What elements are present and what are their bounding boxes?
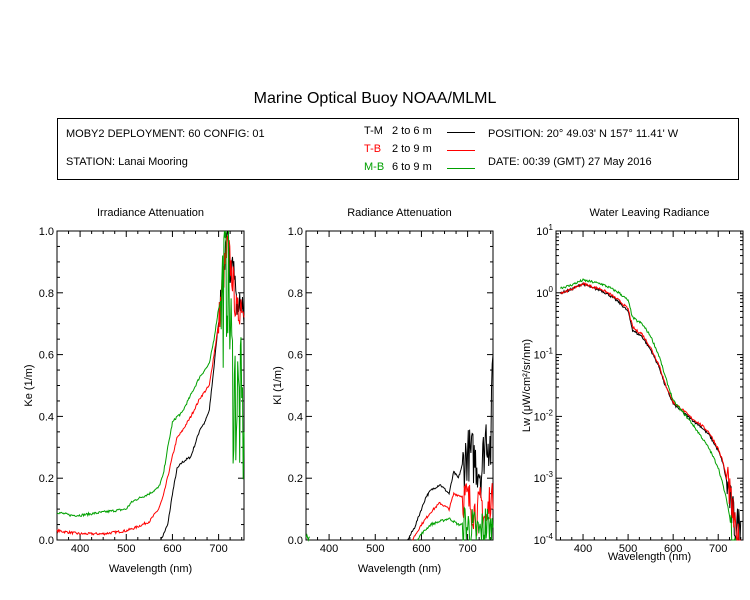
x-tick-label: 500: [619, 543, 637, 555]
y-tick-label: 0.4: [39, 411, 54, 423]
y-tick-label: 10-1: [534, 347, 554, 362]
legend-line-t-m: [447, 132, 475, 133]
y-tick-label: 10-2: [534, 408, 554, 423]
x-tick-label: 400: [574, 543, 592, 555]
info-box: MOBY2 DEPLOYMENT: 60 CONFIG: 01 STATION:…: [57, 118, 739, 180]
position-label: POSITION: 20° 49.03' N 157° 11.41' W: [488, 128, 679, 140]
legend-key-t-b: T-B: [364, 143, 382, 155]
y-tick-label: 101: [536, 223, 553, 238]
x-tick-label: 700: [709, 543, 727, 555]
legend-range-t-m: 2 to 6 m: [392, 125, 432, 137]
legend-key-m-b: M-B: [364, 161, 385, 173]
plot-series: [305, 354, 494, 542]
x-axis-label: Wavelength (nm): [109, 563, 192, 575]
x-axis-label: Wavelength (nm): [358, 563, 441, 575]
chart-title: Marine Optical Buoy NOAA/MLML: [253, 90, 497, 107]
chart-1: Irradiance Attenuation Wavelength (nm) Ke …: [23, 207, 245, 575]
x-tick-label: 500: [117, 543, 135, 555]
y-tick-label: 0.0: [39, 535, 54, 547]
x-tick-label: 500: [366, 543, 384, 555]
deployment-label: MOBY2 DEPLOYMENT: 60 CONFIG: 01: [66, 128, 265, 140]
subplot-title: Water Leaving Radiance: [589, 207, 709, 219]
series-line-m-b: [56, 230, 245, 518]
x-tick-label: 600: [412, 543, 430, 555]
x-tick-label: 600: [664, 543, 682, 555]
series-line-t-m: [407, 354, 494, 541]
chart-3: Water Leaving Radiance Wavelength (nm) Lw …: [521, 207, 744, 563]
legend-range-t-b: 2 to 9 m: [392, 143, 432, 155]
plot-series: [56, 230, 245, 541]
y-axis-label: Lw (μW/cm²/sr/nm): [521, 339, 533, 432]
series-line-m-b: [560, 278, 737, 541]
x-tick-label: 600: [163, 543, 181, 555]
series-line-t-b: [56, 235, 245, 536]
y-tick-label: 0.0: [288, 535, 303, 547]
legend-line-m-b: [447, 168, 475, 169]
legend-line-t-b: [447, 150, 475, 151]
chart-2: Radiance Attenuation Wavelength (nm) Kl (1…: [272, 207, 494, 575]
y-tick-label: 1.0: [39, 226, 54, 238]
series-line-t-b: [412, 483, 494, 541]
y-tick-label: 0.6: [39, 350, 54, 362]
legend-range-m-b: 6 to 9 m: [392, 161, 432, 173]
y-tick-label: 0.8: [39, 288, 54, 300]
series-line-t-m: [560, 282, 742, 541]
x-tick-label: 400: [71, 543, 89, 555]
y-tick-label: 0.8: [288, 288, 303, 300]
y-tick-label: 10-4: [534, 532, 554, 547]
y-axis-label: Kl (1/m): [272, 366, 284, 405]
plot-series: [560, 278, 742, 541]
series-line-m-b: [416, 505, 494, 541]
series-line-t-m: [160, 230, 245, 541]
x-tick-label: 700: [209, 543, 227, 555]
y-tick-label: 0.2: [39, 473, 54, 485]
x-axis-label: Wavelength (nm): [608, 551, 691, 563]
subplot-title: Radiance Attenuation: [347, 207, 452, 219]
legend-key-t-m: T-M: [364, 125, 383, 137]
x-tick-label: 700: [458, 543, 476, 555]
y-axis-label: Ke (1/m): [23, 364, 35, 406]
subplot-title: Irradiance Attenuation: [97, 207, 204, 219]
y-tick-label: 100: [536, 285, 553, 300]
y-tick-label: 0.4: [288, 411, 303, 423]
y-tick-label: 10-3: [534, 470, 554, 485]
y-tick-label: 1.0: [288, 226, 303, 238]
y-tick-label: 0.6: [288, 350, 303, 362]
plot-frame: [555, 230, 744, 541]
y-tick-label: 0.2: [288, 473, 303, 485]
series-line-m-b: [305, 533, 310, 542]
station-label: STATION: Lanai Mooring: [66, 156, 188, 168]
x-tick-label: 400: [320, 543, 338, 555]
date-label: DATE: 00:39 (GMT) 27 May 2016: [488, 156, 652, 168]
series-line-t-b: [560, 281, 741, 541]
